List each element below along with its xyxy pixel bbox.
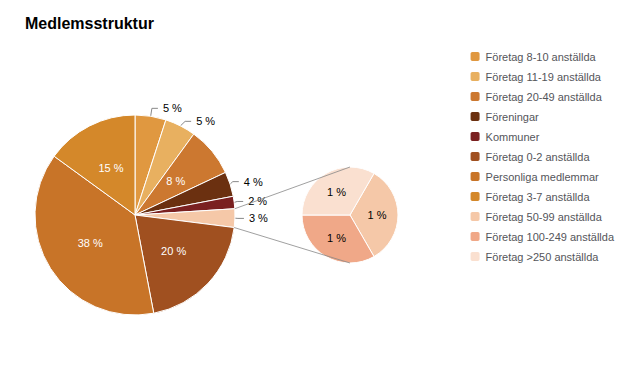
svg-text:20 %: 20 % — [161, 245, 186, 257]
svg-text:Företag 0-2 anställda: Företag 0-2 anställda — [486, 151, 591, 163]
svg-text:1 %: 1 % — [327, 232, 346, 244]
svg-text:1 %: 1 % — [327, 186, 346, 198]
svg-text:Företag 20-49 anställda: Företag 20-49 anställda — [486, 91, 603, 103]
svg-text:Personliga medlemmar: Personliga medlemmar — [486, 171, 599, 183]
svg-text:Föreningar: Föreningar — [486, 111, 540, 123]
svg-text:Företag 8-10 anställda: Företag 8-10 anställda — [486, 51, 597, 63]
svg-text:Kommuner: Kommuner — [486, 131, 540, 143]
svg-text:Företag >250 anställda: Företag >250 anställda — [486, 251, 600, 263]
svg-text:15 %: 15 % — [98, 162, 123, 174]
svg-text:3 %: 3 % — [249, 212, 268, 224]
svg-text:Företag 50-99 anställda: Företag 50-99 anställda — [486, 211, 603, 223]
svg-text:5 %: 5 % — [196, 115, 215, 127]
svg-text:Företag 3-7 anställda: Företag 3-7 anställda — [486, 191, 591, 203]
svg-text:8 %: 8 % — [166, 175, 185, 187]
svg-text:Företag 100-249 anställda: Företag 100-249 anställda — [486, 231, 615, 243]
svg-text:2 %: 2 % — [248, 195, 267, 207]
svg-text:Företag 11-19 anställda: Företag 11-19 anställda — [486, 71, 602, 83]
svg-text:38 %: 38 % — [78, 237, 103, 249]
svg-text:1 %: 1 % — [368, 209, 387, 221]
svg-text:5 %: 5 % — [163, 102, 182, 114]
svg-text:4 %: 4 % — [244, 176, 263, 188]
svg-text:Medlemsstruktur: Medlemsstruktur — [25, 15, 154, 32]
